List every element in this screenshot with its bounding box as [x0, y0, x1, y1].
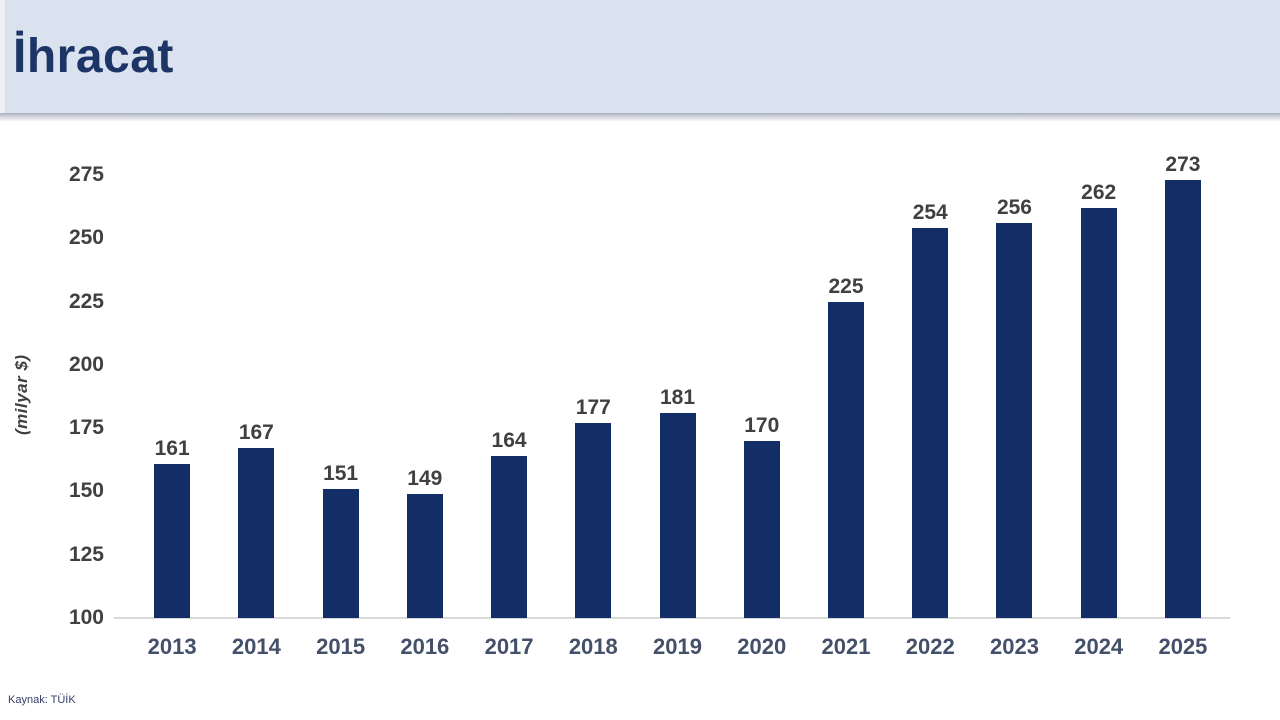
bar-value-label: 161	[154, 437, 190, 460]
bar-column: 167	[214, 422, 298, 618]
x-axis: 2013 2014 2015 2016 2017 2018 2019 2020 2021 2022…	[130, 636, 1225, 658]
bar-value-label: 167	[238, 421, 274, 444]
bar-value-label: 170	[744, 414, 780, 437]
bar-column: 225	[804, 276, 888, 618]
y-tick-label: 175	[68, 416, 104, 440]
x-tick-label: 2016	[400, 634, 450, 659]
bar	[1080, 208, 1117, 618]
bar-value-label: 177	[575, 396, 611, 419]
bar-value-label: 149	[407, 467, 443, 490]
bar	[491, 456, 528, 618]
bar-column: 161	[130, 438, 214, 618]
x-tick-label: 2014	[231, 634, 281, 659]
bar-value-label: 256	[996, 196, 1032, 219]
y-axis: 275 250 225 200 175 150 125 100	[40, 0, 104, 720]
bar-column: 254	[888, 202, 972, 618]
x-axis-line	[114, 617, 1230, 619]
bar	[996, 223, 1033, 618]
bar-column: 170	[720, 415, 804, 618]
bar-column: 262	[1057, 182, 1141, 618]
x-tick-label: 2023	[989, 634, 1039, 659]
x-tick-label: 2025	[1158, 634, 1208, 659]
y-tick-label: 125	[68, 542, 104, 566]
bar	[154, 464, 191, 618]
x-tick-label: 2020	[737, 634, 787, 659]
bar	[575, 423, 612, 618]
x-tick-label: 2019	[653, 634, 702, 659]
y-tick-label: 150	[68, 479, 104, 503]
bar-value-label: 273	[1165, 153, 1201, 176]
bar	[743, 441, 780, 618]
bar-value-label: 225	[828, 275, 864, 298]
bar-column: 149	[383, 468, 467, 618]
bars-container: 161 167 151 149 164 177 181 170 225 254 256 262 273	[130, 0, 1225, 618]
header-divider	[0, 113, 1280, 122]
bar-column: 151	[298, 463, 382, 618]
bar	[1164, 180, 1201, 618]
y-tick-label: 275	[68, 163, 104, 186]
bar	[238, 448, 275, 618]
bar-column: 164	[467, 430, 551, 618]
bar	[322, 489, 359, 618]
x-tick-label: 2021	[821, 634, 871, 659]
bar	[827, 302, 864, 618]
y-tick-label: 225	[68, 289, 104, 313]
bar	[659, 413, 696, 618]
x-tick-label: 2017	[484, 634, 534, 659]
bar-column: 177	[551, 397, 635, 618]
bar-column: 256	[972, 197, 1056, 618]
y-tick-label: 250	[68, 226, 104, 250]
bar-value-label: 164	[491, 429, 527, 452]
bar-value-label: 262	[1081, 181, 1117, 204]
source-note: Kaynak: TÜİK	[8, 694, 76, 706]
header: İhracat	[0, 0, 1280, 113]
bar-column: 273	[1141, 154, 1225, 618]
x-tick-label: 2015	[316, 634, 366, 659]
y-axis-title: (milyar $)	[12, 354, 31, 436]
y-tick-label: 200	[68, 352, 104, 376]
x-tick-label: 2013	[147, 634, 197, 659]
page-title: İhracat	[13, 30, 174, 83]
x-tick-label: 2018	[568, 634, 618, 659]
bar-column: 181	[635, 387, 719, 618]
x-tick-label: 2022	[905, 634, 955, 659]
bar-value-label: 181	[660, 386, 696, 409]
bar	[912, 228, 949, 618]
x-tick-label: 2024	[1074, 634, 1124, 659]
bar	[406, 494, 443, 618]
y-tick-label: 100	[68, 606, 104, 629]
bar-value-label: 254	[912, 201, 948, 224]
bar-value-label: 151	[323, 462, 359, 485]
